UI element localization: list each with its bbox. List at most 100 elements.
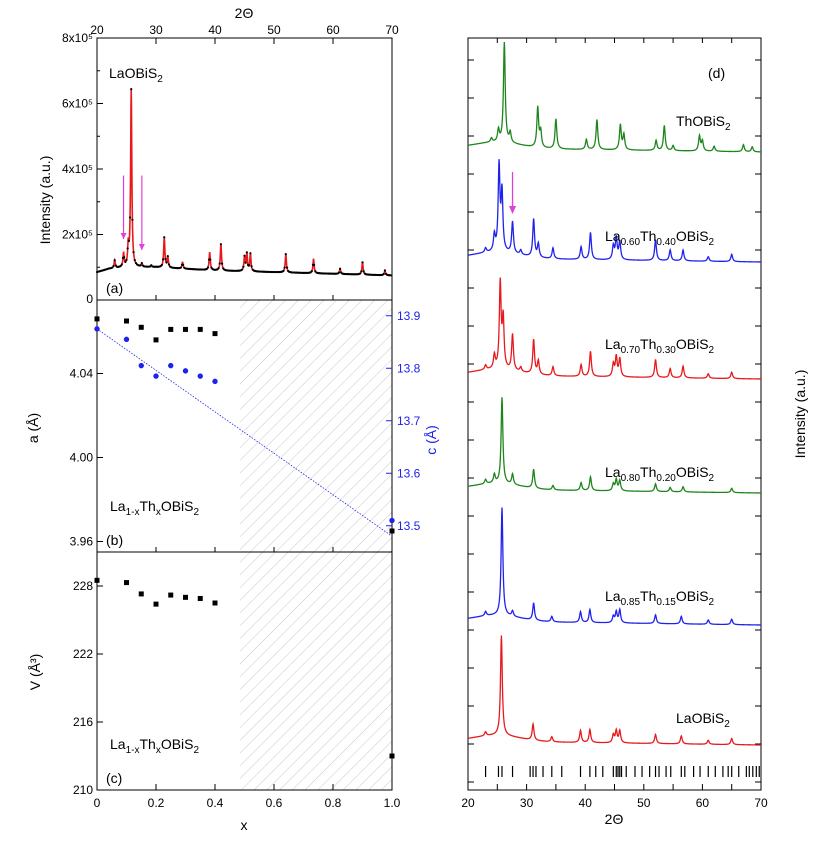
panel-a-observed-point: [123, 256, 126, 259]
panel-b-compound-label: La1-xThxOBiS2: [110, 498, 200, 518]
panel-b-a-point: [197, 326, 203, 332]
panel-a-y-tick-label: 2x10⁵: [62, 228, 93, 242]
panel-a-observed-point: [362, 270, 365, 273]
panel-a-observed-point: [337, 271, 340, 274]
panel-c-x-tick-label: 0.6: [266, 796, 283, 810]
panel-a-y-tick-label: 4x10⁵: [62, 162, 93, 176]
panel-b-a-point: [168, 326, 174, 332]
panel-c-frame: [96, 551, 393, 791]
panel-a-observed-point: [165, 261, 168, 264]
panel-b-c-point: [389, 517, 395, 524]
panel-d-x-axis-label: 2Θ: [605, 811, 624, 827]
panel-c-x-axis-label: x: [241, 817, 248, 833]
panel-a-y-tick-label: 6x10⁵: [62, 97, 93, 111]
panel-b-c-point: [123, 336, 130, 343]
panel-c-x-tick-label: 0.2: [148, 796, 165, 810]
panel-d-x-tick-label: 30: [520, 796, 534, 810]
panel-a-observed-point: [130, 88, 133, 91]
panel-a-observed-point: [245, 251, 248, 254]
panel-a-observed-point: [283, 266, 286, 269]
panel-a-arrow-head: [138, 243, 145, 250]
panel-b-a-point: [138, 324, 144, 330]
panel-a-observed-point: [242, 265, 245, 268]
panel-c-x-tick-label: 0.8: [325, 796, 342, 810]
panel-d-label: (d): [708, 65, 725, 81]
panel-c-volume-point: [168, 592, 174, 598]
panel-b-a-point: [94, 316, 100, 322]
panel-b-c-point: [182, 368, 189, 374]
panel-a-x-tick-label: 60: [326, 23, 340, 37]
panel-b-c-point: [153, 373, 159, 379]
panel-a-observed-point: [163, 236, 166, 239]
panel-b-y2-tick-label: 13.8: [397, 361, 421, 375]
panel-b-c-point: [138, 362, 144, 369]
panel-b-y-tick-label: 3.96: [70, 535, 94, 549]
panel-c-y-ticks: 210 216 222 228: [73, 579, 103, 797]
panel-c-compound-label: La1-xThxOBiS2: [110, 736, 200, 756]
panel-a-observed-point: [250, 265, 253, 268]
panel-b-lattice: La1-xThxOBiS2 (b) a (Å) c (Å) 3.96 4.00 4.…: [25, 299, 439, 553]
panel-c-y-tick-label: 228: [73, 579, 93, 593]
panel-a-observed-point: [132, 251, 135, 254]
panel-d-arrow-head: [509, 206, 517, 214]
panel-c-volume-point: [197, 595, 203, 601]
panel-d-x-tick-label: 60: [696, 796, 710, 810]
panel-d-x-ticks: 20 30 40 50 60 70: [461, 38, 768, 810]
panel-a-observed-point: [219, 243, 222, 246]
panel-a-observed-point: [206, 266, 210, 269]
panel-d-plot-area: [467, 41, 762, 746]
panel-a-observed-point: [244, 261, 247, 264]
panel-a-x-tick-label: 20: [90, 23, 104, 37]
panel-b-c-point: [212, 378, 218, 385]
series-label-La0.80Th0.20OBiS2: La0.80Th0.20OBiS2: [605, 464, 715, 484]
panel-d-pattern-0: [467, 41, 762, 153]
panel-c-x-tick-label: 0: [94, 796, 101, 810]
panel-c-label: (c): [106, 770, 122, 786]
panel-b-y2-tick-label: 13.6: [397, 466, 421, 480]
panel-d-x-tick-label: 40: [579, 796, 593, 810]
panel-b-x-ticks: [96, 547, 393, 552]
panel-c-y-tick-label: 222: [73, 647, 93, 661]
panel-a-observed-point: [139, 264, 142, 267]
panel-a-label: (a): [106, 280, 123, 296]
panel-a-observed-point: [179, 266, 182, 269]
panel-d-pattern-2: [467, 277, 762, 380]
panel-a-x-tick-label: 40: [208, 23, 222, 37]
panel-c-y-tick-label: 210: [73, 783, 93, 797]
panel-a-observed-point: [126, 247, 129, 250]
panel-a-observed-point: [248, 264, 251, 267]
panel-b-y2-axis-label: c (Å): [423, 425, 439, 455]
panel-d-pattern-3: [467, 397, 762, 494]
panel-a-observed-point: [161, 258, 165, 261]
panel-d-reflection-ticks: [484, 766, 760, 777]
panel-a-x-tick-label: 50: [267, 23, 281, 37]
panel-d-y-axis-label: Intensity (a.u.): [792, 370, 808, 459]
panel-a-y-ticks: 2x10⁵ 4x10⁵ 6x10⁵ 8x10⁵ 0: [62, 31, 103, 306]
panel-b-y-tick-label: 4.04: [70, 367, 94, 381]
panel-a-observed-point: [120, 263, 123, 266]
panel-b-c-point: [168, 362, 174, 369]
panel-a-observed-point: [112, 264, 115, 268]
panel-a-observed-point: [119, 264, 122, 268]
panel-c-volume-point: [389, 753, 395, 759]
panel-c-volume-point: [183, 594, 188, 600]
panel-d-x-tick-label: 50: [637, 796, 651, 810]
panel-a-observed-point: [131, 218, 134, 221]
panel-c-plot-area: [94, 577, 395, 759]
panel-c-hatched-region: [240, 552, 392, 790]
panel-c-x-tick-label: 1.0: [384, 796, 401, 810]
panel-c-volume-point: [138, 591, 144, 597]
series-label-LaOBiS2: LaOBiS2: [676, 710, 730, 730]
panel-b-a-point: [124, 318, 129, 324]
panel-a-diffraction: 2Θ LaOBiS2 (a) Intensity (a.u.) 20 30 40 50…: [37, 5, 399, 306]
panel-c-volume: La1-xThxOBiS2 (c) V (Å³) x 0 0.2 0.4 0.6 0.8…: [27, 551, 401, 833]
panel-b-plot-area: [94, 316, 395, 537]
panel-a-observed-point: [113, 259, 116, 262]
panel-a-observed-point: [166, 255, 169, 258]
panel-b-a-point: [389, 528, 395, 534]
panel-c-volume-point: [124, 580, 129, 586]
panel-a-observed-point: [338, 267, 342, 270]
panel-a-observed-point: [140, 261, 143, 265]
panel-a-observed-point: [284, 253, 287, 256]
panel-c-x-ticks: 0 0.2 0.4 0.6 0.8 1.0: [94, 784, 401, 810]
